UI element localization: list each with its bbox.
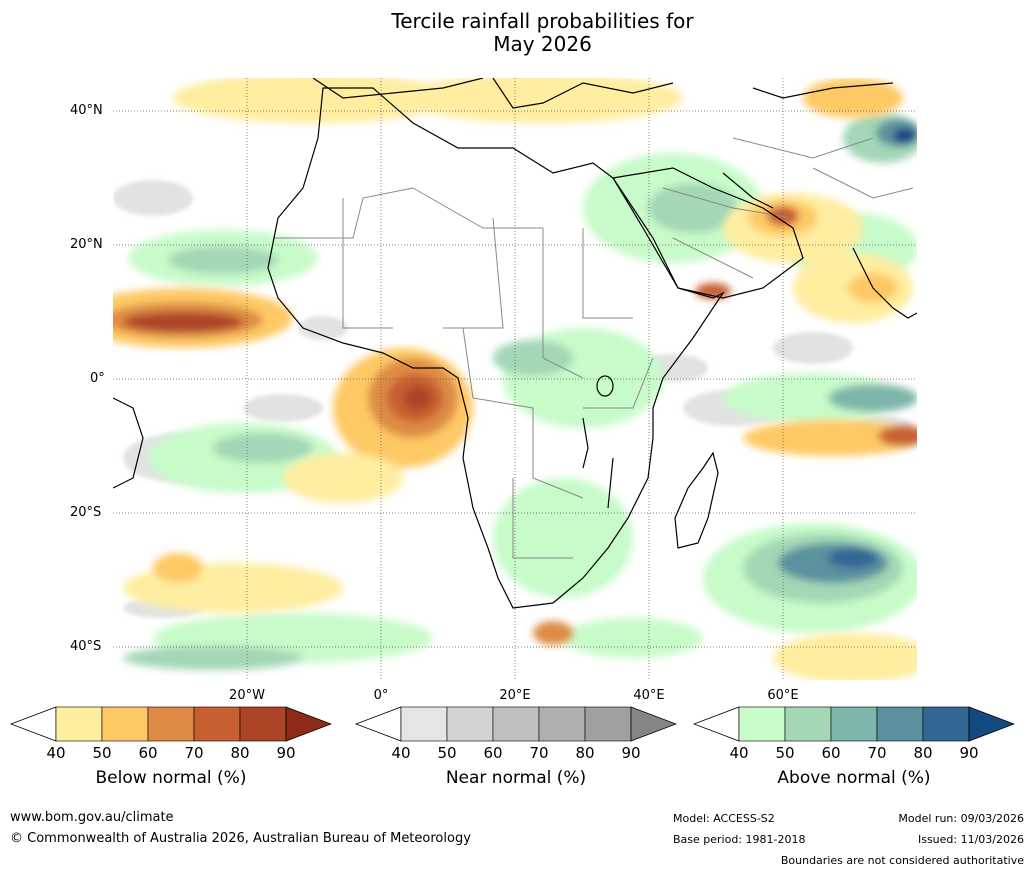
lat-label-40s: 40°S xyxy=(70,639,102,654)
below-tick-70: 70 xyxy=(184,744,204,762)
above-tick-70: 70 xyxy=(867,744,887,762)
near-tick-40: 40 xyxy=(391,744,411,762)
country-borders xyxy=(273,137,914,559)
above-tick-90: 90 xyxy=(959,744,979,762)
model-text: Model: ACCESS-S2 xyxy=(673,812,775,825)
near-tick-60: 60 xyxy=(483,744,503,762)
issued-text: Issued: 11/03/2026 xyxy=(917,833,1024,846)
above-normal-label: Above normal (%) xyxy=(777,768,931,788)
above-tick-60: 60 xyxy=(821,744,841,762)
near-tick-50: 50 xyxy=(437,744,457,762)
lon-label-0: 0° xyxy=(373,688,389,703)
colorbar-near-normal xyxy=(355,706,677,742)
model-run-text: Model run: 09/03/2026 xyxy=(898,812,1024,825)
lat-label-20n: 20°N xyxy=(70,237,103,252)
lat-label-0: 0° xyxy=(90,371,105,386)
near-tick-80: 80 xyxy=(575,744,595,762)
website-link[interactable]: www.bom.gov.au/climate xyxy=(10,810,174,825)
below-tick-90: 90 xyxy=(276,744,296,762)
below-tick-50: 50 xyxy=(92,744,112,762)
above-tick-40: 40 xyxy=(729,744,749,762)
lon-label-20e: 20°E xyxy=(499,688,531,703)
copyright-text: © Commonwealth of Australia 2026, Austra… xyxy=(10,831,471,846)
map-title: Tercile rainfall probabilities for May 2… xyxy=(0,10,1035,56)
below-tick-60: 60 xyxy=(138,744,158,762)
below-tick-40: 40 xyxy=(46,744,66,762)
lon-label-60e: 60°E xyxy=(767,688,799,703)
colorbar-above-normal xyxy=(693,706,1015,742)
title-line-2: May 2026 xyxy=(493,32,592,56)
map-area[interactable] xyxy=(113,78,917,680)
near-tick-90: 90 xyxy=(621,744,641,762)
lat-label-20s: 20°S xyxy=(70,505,102,520)
rainfall-probability-map xyxy=(113,78,917,680)
lon-label-40e: 40°E xyxy=(633,688,665,703)
near-normal-label: Near normal (%) xyxy=(445,768,587,788)
above-tick-80: 80 xyxy=(913,744,933,762)
colorbar-below-normal xyxy=(10,706,332,742)
above-tick-50: 50 xyxy=(775,744,795,762)
below-tick-80: 80 xyxy=(230,744,250,762)
near-tick-70: 70 xyxy=(529,744,549,762)
coastlines xyxy=(113,78,917,609)
below-normal-shading xyxy=(113,78,917,680)
below-normal-label: Below normal (%) xyxy=(95,768,247,788)
lat-lon-grid xyxy=(113,78,917,680)
disclaimer-text: Boundaries are not considered authoritat… xyxy=(780,854,1024,867)
lat-label-40n: 40°N xyxy=(70,103,103,118)
base-period-text: Base period: 1981-2018 xyxy=(673,833,806,846)
lon-label-20w: 20°W xyxy=(229,688,265,703)
title-line-1: Tercile rainfall probabilities for xyxy=(391,9,694,33)
